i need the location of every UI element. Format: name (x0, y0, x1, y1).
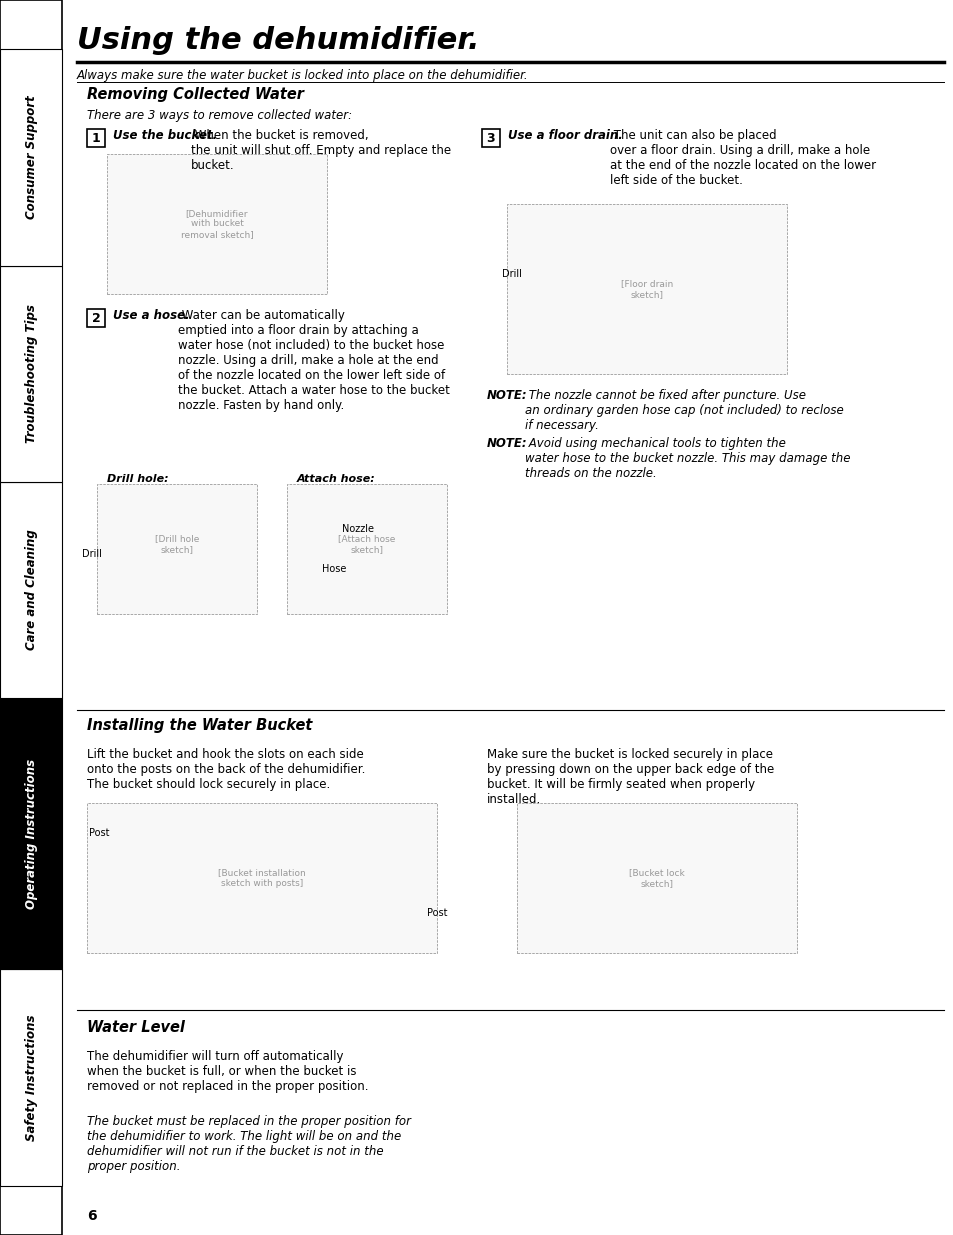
Text: Attach hose:: Attach hose: (296, 474, 375, 484)
Bar (0, 698, 62, 969)
Bar (0, 0, 62, 1235)
Text: 6: 6 (87, 1209, 96, 1223)
Bar (97, 484, 256, 614)
Text: Lift the bucket and hook the slots on each side
onto the posts on the back of th: Lift the bucket and hook the slots on ea… (87, 748, 365, 792)
Text: Always make sure the water bucket is locked into place on the dehumidifier.: Always make sure the water bucket is loc… (77, 69, 528, 82)
Text: The dehumidifier will turn off automatically
when the bucket is full, or when th: The dehumidifier will turn off automatic… (87, 1050, 368, 1093)
Text: The nozzle cannot be fixed after puncture. Use
an ordinary garden hose cap (not : The nozzle cannot be fixed after punctur… (524, 389, 842, 432)
Text: Use a hose.: Use a hose. (112, 309, 190, 322)
Text: When the bucket is removed,
the unit will shut off. Empty and replace the
bucket: When the bucket is removed, the unit wil… (191, 128, 451, 172)
Text: There are 3 ways to remove collected water:: There are 3 ways to remove collected wat… (87, 109, 352, 122)
Text: Hose: Hose (322, 564, 346, 574)
Text: Use the bucket.: Use the bucket. (112, 128, 217, 142)
Text: 3: 3 (486, 131, 495, 144)
Bar (107, 154, 327, 294)
Text: Avoid using mechanical tools to tighten the
water hose to the bucket nozzle. Thi: Avoid using mechanical tools to tighten … (524, 437, 850, 480)
Text: NOTE:: NOTE: (486, 389, 527, 403)
Bar (0, 266, 62, 482)
Text: [Attach hose
sketch]: [Attach hose sketch] (338, 535, 395, 553)
Text: Operating Instructions: Operating Instructions (25, 758, 37, 909)
Text: [Dehumidifier
with bucket
removal sketch]: [Dehumidifier with bucket removal sketch… (180, 209, 253, 238)
Bar (517, 803, 796, 953)
Text: [Bucket installation
sketch with posts]: [Bucket installation sketch with posts] (218, 868, 306, 888)
Text: Nozzle: Nozzle (341, 524, 374, 534)
Bar (87, 803, 436, 953)
Text: Removing Collected Water: Removing Collected Water (87, 86, 304, 103)
Text: Drill hole:: Drill hole: (107, 474, 169, 484)
Text: The unit can also be placed
over a floor drain. Using a drill, make a hole
at th: The unit can also be placed over a floor… (609, 128, 875, 186)
Text: 2: 2 (91, 311, 100, 325)
Text: Post: Post (89, 829, 110, 839)
Text: Post: Post (427, 908, 447, 918)
Bar (0, 482, 62, 698)
Text: Care and Cleaning: Care and Cleaning (25, 530, 37, 650)
Text: Water Level: Water Level (87, 1020, 185, 1035)
Text: Safety Instructions: Safety Instructions (25, 1014, 37, 1141)
Bar (506, 204, 786, 374)
Text: Drill: Drill (82, 550, 102, 559)
Bar (87, 309, 105, 327)
Text: Make sure the bucket is locked securely in place
by pressing down on the upper b: Make sure the bucket is locked securely … (486, 748, 774, 806)
Text: Installing the Water Bucket: Installing the Water Bucket (87, 718, 312, 734)
Text: [Drill hole
sketch]: [Drill hole sketch] (154, 535, 199, 553)
Bar (0, 49, 62, 266)
Text: Consumer Support: Consumer Support (25, 95, 37, 220)
Text: Water can be automatically
emptied into a floor drain by attaching a
water hose : Water can be automatically emptied into … (178, 309, 450, 412)
Text: Use a floor drain.: Use a floor drain. (507, 128, 622, 142)
Text: Troubleshooting Tips: Troubleshooting Tips (25, 304, 37, 443)
Text: 1: 1 (91, 131, 100, 144)
Bar (0, 969, 62, 1186)
Bar (87, 128, 105, 147)
Text: [Floor drain
sketch]: [Floor drain sketch] (620, 279, 673, 299)
Bar (481, 128, 499, 147)
Text: NOTE:: NOTE: (486, 437, 527, 450)
Text: Using the dehumidifier.: Using the dehumidifier. (77, 26, 479, 56)
Text: Drill: Drill (501, 269, 521, 279)
Text: The bucket must be replaced in the proper position for
the dehumidifier to work.: The bucket must be replaced in the prope… (87, 1115, 411, 1173)
Text: [Bucket lock
sketch]: [Bucket lock sketch] (628, 868, 684, 888)
Bar (287, 484, 447, 614)
